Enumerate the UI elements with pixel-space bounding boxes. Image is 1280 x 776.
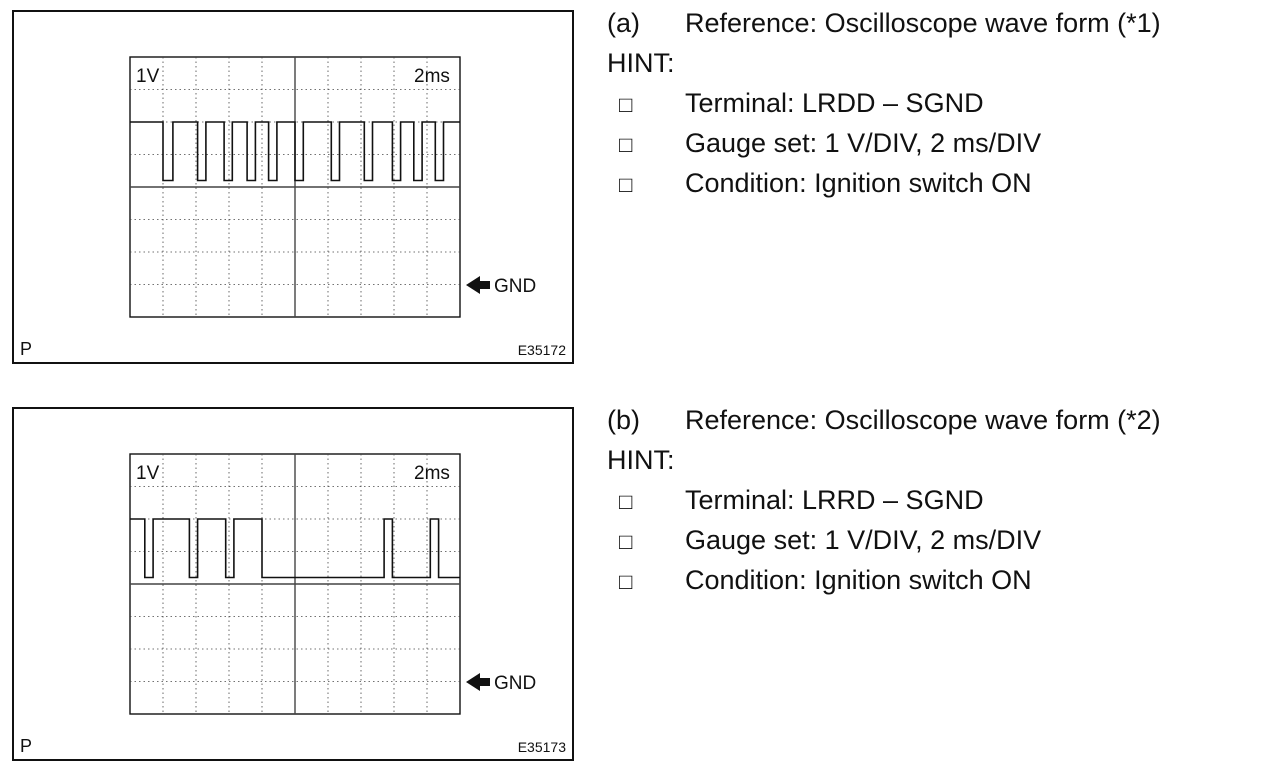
volt-div-label-a: 1V — [136, 66, 160, 87]
gnd-label-a: GND — [494, 276, 536, 297]
volt-div-label-b: 1V — [136, 463, 160, 484]
heading-b: Reference: Oscilloscope wave form (*2) — [685, 405, 1161, 435]
list-item: □ Terminal: LRRD – SGND — [607, 480, 1161, 520]
list-item: □ Terminal: LRDD – SGND — [607, 83, 1161, 123]
checkbox-icon: □ — [619, 489, 633, 514]
time-div-label-a: 2ms — [414, 66, 450, 87]
scope-grid-b — [129, 453, 461, 715]
list-item-text: Terminal: LRDD – SGND — [685, 88, 984, 118]
list-item: □ Condition: Ignition switch ON — [607, 163, 1161, 203]
corner-label-a: P — [20, 339, 33, 359]
checkbox-icon: □ — [619, 132, 633, 157]
oscilloscope-screen-a: 1V 2ms GND — [129, 56, 536, 318]
checkbox-icon: □ — [619, 569, 633, 594]
list-item: □ Gauge set: 1 V/DIV, 2 ms/DIV — [607, 123, 1161, 163]
heading-a: Reference: Oscilloscope wave form (*1) — [685, 8, 1161, 38]
gnd-arrow-icon-b — [466, 673, 490, 691]
heading-row-a: (a) Reference: Oscilloscope wave form (*1… — [607, 3, 1161, 43]
list-item-text: Condition: Ignition switch ON — [685, 565, 1032, 595]
gnd-arrow-icon-a — [466, 276, 490, 294]
oscilloscope-figure-b: 1V 2ms GND P E35173 — [12, 407, 574, 761]
figure-id-b: E35173 — [517, 739, 566, 755]
list-item-text: Gauge set: 1 V/DIV, 2 ms/DIV — [685, 128, 1042, 158]
figure-id-a: E35172 — [517, 342, 566, 358]
checkbox-icon: □ — [619, 172, 633, 197]
text-block-a: (a) Reference: Oscilloscope wave form (*1… — [607, 3, 1161, 203]
gnd-label-b: GND — [494, 673, 536, 694]
list-item-text: Condition: Ignition switch ON — [685, 168, 1032, 198]
checkbox-icon: □ — [619, 92, 633, 117]
time-div-label-b: 2ms — [414, 463, 450, 484]
list-item: □ Condition: Ignition switch ON — [607, 560, 1161, 600]
corner-label-b: P — [20, 736, 33, 756]
list-item: □ Gauge set: 1 V/DIV, 2 ms/DIV — [607, 520, 1161, 560]
checkbox-icon: □ — [619, 529, 633, 554]
waveform-a — [130, 121, 460, 182]
step-tag-a: (a) — [607, 8, 640, 38]
list-item-text: Terminal: LRRD – SGND — [685, 485, 984, 515]
waveform-b — [130, 518, 460, 579]
heading-row-b: (b) Reference: Oscilloscope wave form (*2… — [607, 400, 1161, 440]
oscilloscope-screen-b: 1V 2ms GND — [129, 453, 536, 715]
text-block-b: (b) Reference: Oscilloscope wave form (*2… — [607, 400, 1161, 600]
hint-label-a: HINT: — [607, 48, 675, 78]
oscilloscope-figure-a: 1V 2ms GND P E35172 — [12, 10, 574, 364]
list-item-text: Gauge set: 1 V/DIV, 2 ms/DIV — [685, 525, 1042, 555]
hint-label-b: HINT: — [607, 445, 675, 475]
scope-grid-a — [129, 56, 461, 318]
step-tag-b: (b) — [607, 405, 640, 435]
